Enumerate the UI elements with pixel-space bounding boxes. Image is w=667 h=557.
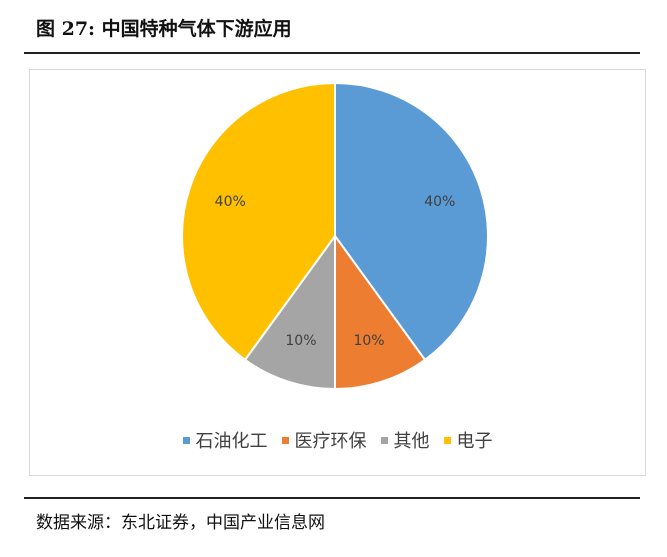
chart-area: 40% 10% 10% 40% 石油化工 医疗环保 其他 电子 <box>29 69 646 476</box>
legend-item-4: 电子 <box>443 427 493 453</box>
legend-swatch-1 <box>182 436 190 444</box>
legend-item-3: 其他 <box>380 427 430 453</box>
pie-slice-3 <box>243 232 336 391</box>
figure-title: 图 27: 中国特种气体下游应用 <box>36 18 292 40</box>
legend-label-3: 其他 <box>393 431 430 452</box>
legend-swatch-2 <box>281 436 289 444</box>
pie-chart: 40% 10% 10% 40% <box>181 81 489 391</box>
pie-slice-2 <box>334 232 427 391</box>
legend-label-1: 石油化工 <box>195 431 268 452</box>
slice-data-label-4: 40% <box>215 194 246 210</box>
legend-label-4: 电子 <box>456 431 493 452</box>
chart-legend: 石油化工 医疗环保 其他 电子 <box>30 425 645 455</box>
pie-slice-1 <box>334 81 489 362</box>
legend-item-1: 石油化工 <box>182 427 268 453</box>
slice-data-label-1: 40% <box>424 194 455 210</box>
data-source: 数据来源：东北证券，中国产业信息网 <box>36 513 325 533</box>
legend-swatch-4 <box>443 436 451 444</box>
legend-label-2: 医疗环保 <box>294 431 367 452</box>
slice-data-label-2: 10% <box>353 333 384 349</box>
source-divider <box>24 497 640 499</box>
legend-item-2: 医疗环保 <box>281 427 367 453</box>
title-divider <box>24 52 640 54</box>
slice-data-label-3: 10% <box>285 333 316 349</box>
legend-swatch-3 <box>380 436 388 444</box>
pie-slice-4 <box>181 81 336 362</box>
